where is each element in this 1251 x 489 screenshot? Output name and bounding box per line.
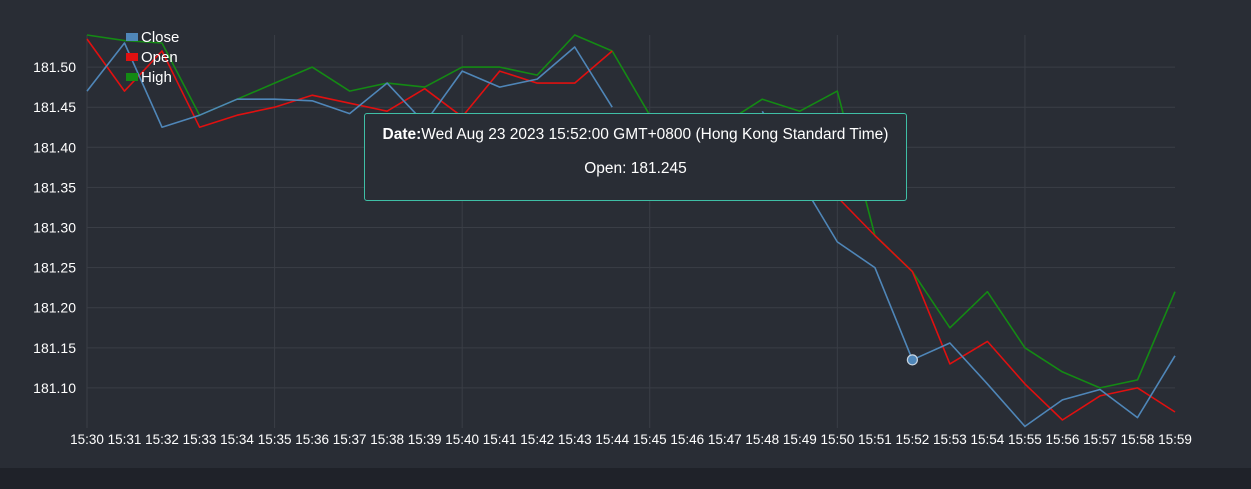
legend: Close Open High [126, 29, 179, 86]
x-tick-label: 15:39 [408, 432, 442, 447]
x-tick-label: 15:51 [858, 432, 892, 447]
x-tick-label: 15:56 [1046, 432, 1080, 447]
x-tick-label: 15:49 [783, 432, 817, 447]
y-tick-label: 181.45 [33, 99, 76, 115]
tooltip-date: Date:Wed Aug 23 2023 15:52:00 GMT+0800 (… [365, 126, 906, 144]
hover-markers [906, 354, 918, 366]
x-tick-label: 15:31 [108, 432, 142, 447]
x-tick-label: 15:57 [1083, 432, 1117, 447]
legend-label-high: High [141, 69, 172, 86]
x-tick-label: 15:44 [595, 432, 629, 447]
series-line-high [724, 90, 1176, 389]
x-tick-label: 15:36 [295, 432, 329, 447]
legend-swatch-close [126, 33, 138, 41]
series-lines [86, 34, 1176, 428]
x-tick-label: 15:43 [558, 432, 592, 447]
x-tick-label: 15:53 [933, 432, 967, 447]
legend-swatch-open [126, 53, 138, 61]
legend-swatch-high [126, 73, 138, 81]
x-tick-label: 15:45 [633, 432, 667, 447]
x-tick-label: 15:59 [1158, 432, 1192, 447]
hover-point-marker[interactable] [906, 354, 918, 366]
tooltip-value: Open: 181.245 [584, 160, 687, 177]
y-tick-label: 181.15 [33, 340, 76, 356]
tooltip-date-label: Date: [382, 126, 422, 143]
x-tick-label: 15:35 [258, 432, 292, 447]
x-tick-label: 15:46 [670, 432, 704, 447]
legend-label-open: Open [141, 49, 178, 66]
x-tick-label: 15:55 [1008, 432, 1042, 447]
bottom-strip [0, 468, 1251, 489]
x-tick-label: 15:52 [895, 432, 929, 447]
x-tick-label: 15:54 [971, 432, 1005, 447]
x-tick-label: 15:42 [520, 432, 554, 447]
x-tick-label: 15:40 [445, 432, 479, 447]
y-tick-label: 181.35 [33, 179, 76, 195]
series-line-close [761, 110, 1176, 428]
series-line-open [799, 162, 1176, 421]
series-line-high [86, 34, 651, 116]
chart-panel: 181.10 181.15 181.20 181.25 181.30 181.35 181.… [0, 0, 1251, 468]
x-tick-label: 15:41 [483, 432, 517, 447]
x-tick-label: 15:32 [145, 432, 179, 447]
x-tick-label: 15:50 [820, 432, 854, 447]
x-tick-label: 15:34 [220, 432, 254, 447]
x-axis-ticks: 15:30 15:31 15:32 15:33 15:34 15:35 15:36 15:37… [70, 432, 1192, 447]
x-tick-label: 15:37 [333, 432, 367, 447]
series-line-close [86, 42, 613, 128]
y-tick-label: 181.50 [33, 59, 76, 75]
x-tick-label: 15:58 [1121, 432, 1155, 447]
y-axis-ticks: 181.10 181.15 181.20 181.25 181.30 181.35 181.… [33, 59, 76, 396]
x-tick-label: 15:47 [708, 432, 742, 447]
y-tick-label: 181.10 [33, 380, 76, 396]
x-tick-label: 15:30 [70, 432, 104, 447]
tooltip-date-value: Wed Aug 23 2023 15:52:00 GMT+0800 (Hong … [421, 126, 889, 143]
series-line-open [86, 38, 613, 128]
tooltip: Date:Wed Aug 23 2023 15:52:00 GMT+0800 (… [364, 113, 907, 201]
y-tick-label: 181.40 [33, 139, 76, 155]
line-chart[interactable]: 181.10 181.15 181.20 181.25 181.30 181.35 181.… [0, 0, 1251, 468]
x-tick-label: 15:48 [745, 432, 779, 447]
y-tick-label: 181.25 [33, 260, 76, 276]
x-tick-label: 15:33 [183, 432, 217, 447]
y-tick-label: 181.30 [33, 220, 76, 236]
y-tick-label: 181.20 [33, 300, 76, 316]
x-tick-label: 15:38 [370, 432, 404, 447]
legend-label-close: Close [141, 29, 179, 46]
